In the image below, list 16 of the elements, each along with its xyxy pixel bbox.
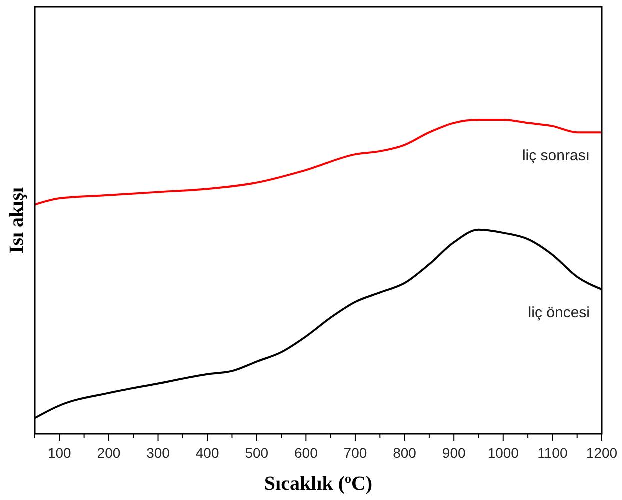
x-tick-label: 500 — [245, 445, 269, 461]
x-tick-label: 200 — [97, 445, 121, 461]
x-tick-label: 600 — [294, 445, 318, 461]
x-tick-label: 400 — [196, 445, 220, 461]
x-tick-label: 100 — [48, 445, 72, 461]
x-tick-label: 800 — [393, 445, 417, 461]
x-tick-label: 1100 — [538, 445, 568, 461]
x-tick-label: 300 — [146, 445, 170, 461]
y-axis-title: Isı akışı — [6, 186, 28, 254]
series-label: liç öncesi — [528, 304, 590, 322]
x-tick-label: 900 — [442, 445, 466, 461]
x-tick-label: 1200 — [586, 445, 618, 461]
series-label: liç sonrası — [522, 148, 590, 165]
x-tick-label: 1000 — [488, 445, 520, 461]
x-axis-title: Sıcaklık ($^{o}$C) — [264, 470, 373, 495]
x-tick-label: 700 — [344, 445, 368, 461]
